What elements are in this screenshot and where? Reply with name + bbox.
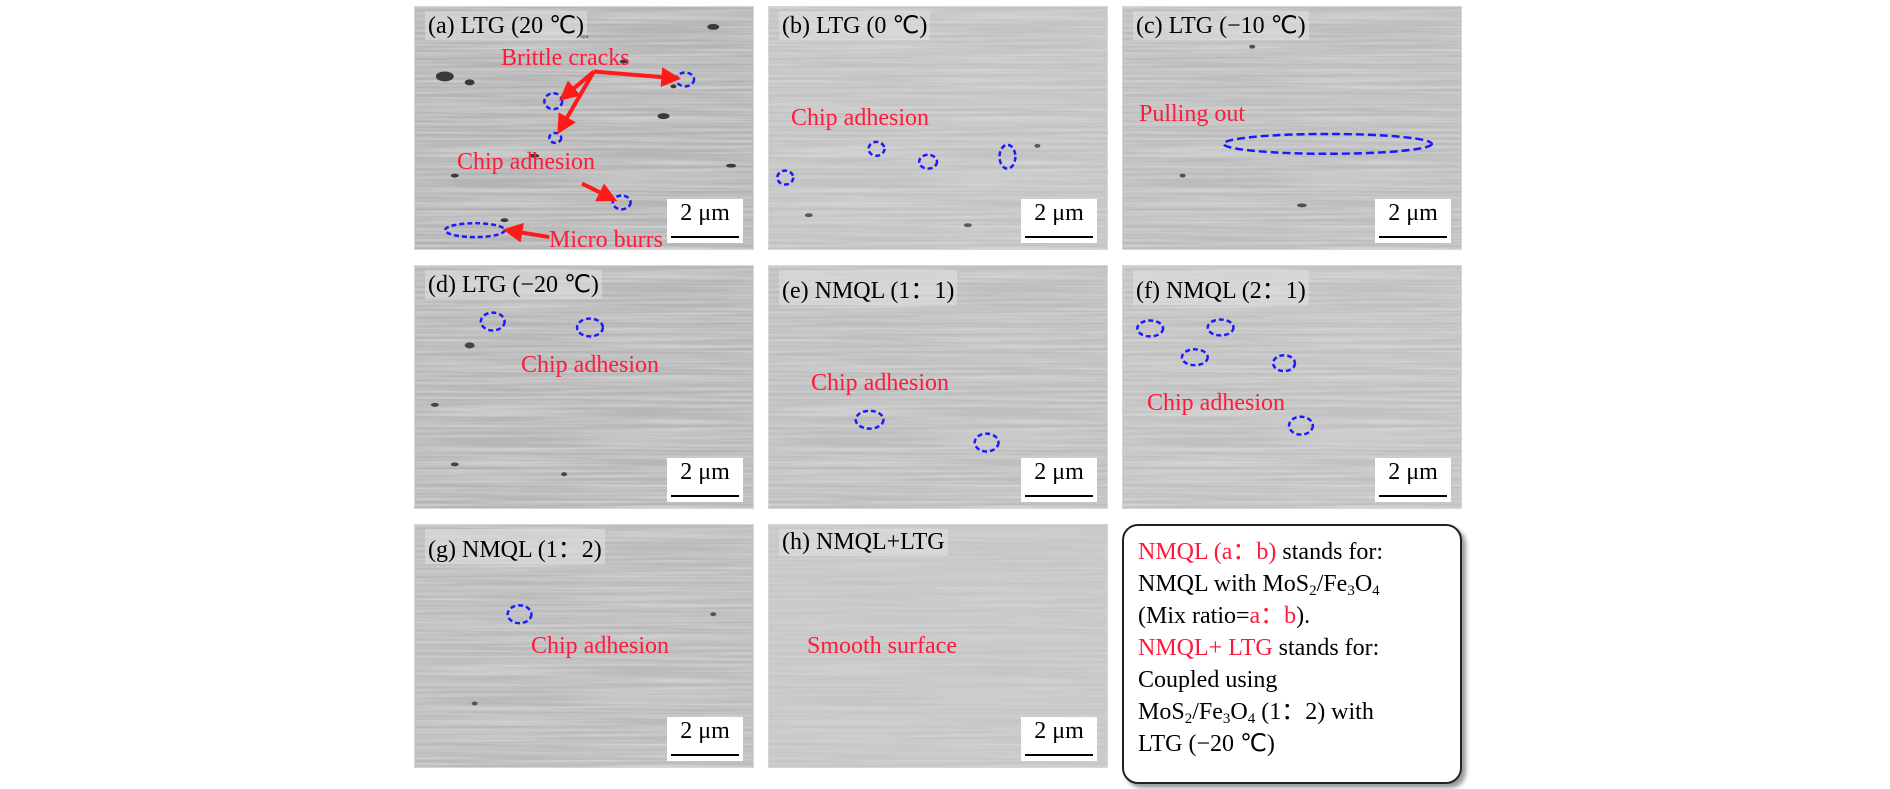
- legend-nmql-ratio: NMQL (a：b): [1138, 539, 1277, 565]
- legend-text: /Fe: [1192, 699, 1223, 725]
- scalebar-label-b: 2 μm: [1034, 200, 1084, 226]
- scalebar-label-d: 2 μm: [680, 459, 730, 485]
- panel-e: (e) NMQL (1：1) Chip adhesion 2 μm: [768, 265, 1108, 509]
- legend-subscript: 2: [1184, 711, 1193, 727]
- panel-label-f: (f) NMQL (2：1): [1133, 270, 1309, 305]
- panel-d: (d) LTG (−20 ℃) Chip adhesion 2 μm: [414, 265, 754, 509]
- legend-text: O: [1230, 699, 1248, 725]
- annotation-brittle-cracks: Brittle cracks: [501, 45, 630, 71]
- legend-subscript: 4: [1372, 583, 1380, 599]
- panel-f: (f) NMQL (2：1) Chip adhesion 2 μm: [1122, 265, 1462, 509]
- scalebar-line-b: [1025, 236, 1093, 238]
- scalebar-line-h: [1025, 754, 1093, 756]
- panel-c: (c) LTG (−10 ℃) Pulling out 2 μm: [1122, 6, 1462, 250]
- scalebar-label-c: 2 μm: [1388, 200, 1438, 226]
- annotation-pulling-out: Pulling out: [1139, 101, 1246, 127]
- panel-label-a: (a) LTG (20 ℃): [425, 11, 588, 40]
- annotation-chip-adhesion-g: Chip adhesion: [531, 633, 669, 659]
- scalebar-f: 2 μm: [1375, 458, 1451, 502]
- legend-ratio: a：b: [1249, 603, 1297, 629]
- legend-subscript: 3: [1347, 583, 1355, 599]
- panel-label-b: (b) LTG (0 ℃): [779, 11, 931, 40]
- annotation-micro-burrs: Micro burrs: [549, 227, 663, 250]
- legend-text: O: [1354, 571, 1373, 597]
- annotation-chip-adhesion-a: Chip adhesion: [457, 149, 595, 175]
- legend-subscript: 4: [1247, 711, 1256, 727]
- legend-text: stands for:: [1272, 635, 1380, 661]
- legend-subscript: 2: [1309, 583, 1317, 599]
- panel-a: (a) LTG (20 ℃) Brittle cracks Chip adhes…: [414, 6, 754, 250]
- scalebar-e: 2 μm: [1021, 458, 1097, 502]
- scalebar-label-e: 2 μm: [1034, 459, 1084, 485]
- legend-line-5: Coupled using: [1138, 667, 1278, 693]
- legend-line-2: NMQL with MoS2/Fe3O4: [1138, 568, 1460, 600]
- scalebar-line-g: [671, 754, 739, 756]
- scalebar-c: 2 μm: [1375, 199, 1451, 243]
- scalebar-line-f: [1379, 495, 1447, 497]
- panel-label-d: (d) LTG (−20 ℃): [425, 270, 602, 299]
- panel-label-h: (h) NMQL+LTG: [779, 529, 948, 556]
- scalebar-h: 2 μm: [1021, 717, 1097, 761]
- legend-line-3: (Mix ratio=a：b).: [1138, 600, 1460, 632]
- scalebar-line-e: [1025, 495, 1093, 497]
- panel-label-g: (g) NMQL (1：2): [425, 529, 605, 564]
- legend-text: NMQL with MoS: [1138, 571, 1310, 597]
- scalebar-line-d: [671, 495, 739, 497]
- legend-text: (Mix ratio=: [1138, 603, 1250, 629]
- panel-h: (h) NMQL+LTG Smooth surface 2 μm: [768, 524, 1108, 768]
- annotation-chip-adhesion-f: Chip adhesion: [1147, 390, 1285, 416]
- legend-subscript: 3: [1222, 711, 1231, 727]
- scalebar-label-h: 2 μm: [1034, 718, 1084, 744]
- legend-line-6: MoS2/Fe3O4 (1：2) with: [1138, 696, 1460, 728]
- legend-text: stands for:: [1276, 539, 1384, 565]
- legend-text: ).: [1296, 603, 1311, 629]
- legend-text: MoS: [1138, 699, 1185, 725]
- legend-box: NMQL (a：b) stands for: NMQL with MoS2/Fe…: [1122, 524, 1462, 784]
- scalebar-label-g: 2 μm: [680, 718, 730, 744]
- scalebar-line-c: [1379, 236, 1447, 238]
- legend-line-4: NMQL+ LTG stands for:: [1138, 632, 1460, 664]
- annotation-chip-adhesion-e: Chip adhesion: [811, 370, 949, 396]
- scalebar-a: 2 μm: [667, 199, 743, 243]
- legend-line-7: LTG (−20 ℃): [1138, 731, 1275, 757]
- legend-nmql-ltg: NMQL+ LTG: [1138, 635, 1273, 661]
- legend-text: (1：2) with: [1255, 699, 1374, 725]
- scalebar-label-a: 2 μm: [680, 200, 730, 226]
- annotation-smooth-surface: Smooth surface: [807, 633, 957, 659]
- scalebar-b: 2 μm: [1021, 199, 1097, 243]
- scalebar-d: 2 μm: [667, 458, 743, 502]
- scalebar-g: 2 μm: [667, 717, 743, 761]
- legend-text: /Fe: [1316, 571, 1348, 597]
- legend-line-1: NMQL (a：b) stands for:: [1138, 536, 1460, 568]
- panel-label-c: (c) LTG (−10 ℃): [1133, 11, 1309, 40]
- annotation-chip-adhesion-d: Chip adhesion: [521, 352, 659, 378]
- panel-b: (b) LTG (0 ℃) Chip adhesion 2 μm: [768, 6, 1108, 250]
- scalebar-label-f: 2 μm: [1388, 459, 1438, 485]
- panel-g: (g) NMQL (1：2) Chip adhesion 2 μm: [414, 524, 754, 768]
- panel-label-e: (e) NMQL (1：1): [779, 270, 958, 305]
- annotation-chip-adhesion-b: Chip adhesion: [791, 105, 929, 131]
- scalebar-line-a: [671, 236, 739, 238]
